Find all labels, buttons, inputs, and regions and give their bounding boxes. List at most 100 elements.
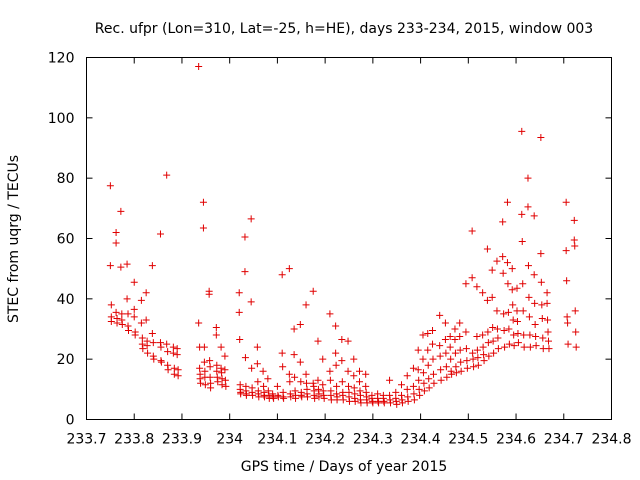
data-point bbox=[107, 317, 115, 325]
data-point bbox=[420, 387, 428, 395]
data-point bbox=[483, 296, 491, 304]
data-point bbox=[273, 382, 281, 390]
data-point bbox=[199, 224, 207, 232]
data-point bbox=[457, 367, 465, 375]
data-point bbox=[456, 346, 464, 354]
data-point bbox=[538, 314, 546, 322]
data-point bbox=[285, 370, 293, 378]
data-point bbox=[143, 342, 151, 350]
data-point bbox=[123, 295, 131, 303]
data-point bbox=[425, 384, 433, 392]
data-point bbox=[531, 320, 539, 328]
x-tick-label: 234.1 bbox=[257, 432, 297, 448]
data-point bbox=[430, 379, 438, 387]
data-point bbox=[314, 376, 322, 384]
data-point bbox=[494, 334, 502, 342]
data-point bbox=[221, 352, 229, 360]
data-point bbox=[415, 385, 423, 393]
data-point bbox=[112, 308, 120, 316]
data-point bbox=[157, 358, 165, 366]
data-point bbox=[414, 346, 422, 354]
data-point bbox=[142, 289, 150, 297]
data-point bbox=[513, 307, 521, 315]
data-point bbox=[436, 342, 444, 350]
data-point bbox=[493, 307, 501, 315]
data-point bbox=[264, 375, 272, 383]
y-tick-label: 80 bbox=[57, 171, 75, 187]
data-point bbox=[386, 376, 394, 384]
data-points bbox=[106, 63, 580, 408]
data-point bbox=[514, 339, 522, 347]
x-tick-label: 234.5 bbox=[448, 432, 488, 448]
data-point bbox=[169, 349, 177, 357]
data-point bbox=[350, 372, 358, 380]
data-point bbox=[339, 396, 347, 404]
data-point bbox=[429, 370, 437, 378]
y-axis-label: STEC from uqrg / TECUs bbox=[6, 155, 22, 323]
data-point bbox=[441, 319, 449, 327]
data-point bbox=[509, 301, 517, 309]
data-point bbox=[398, 399, 406, 407]
data-point bbox=[164, 366, 172, 374]
data-point bbox=[218, 381, 226, 389]
y-tick-label: 60 bbox=[57, 232, 75, 248]
data-point bbox=[218, 369, 226, 377]
data-point bbox=[270, 394, 278, 402]
data-point bbox=[362, 382, 370, 390]
data-point bbox=[500, 310, 508, 318]
data-point bbox=[493, 257, 501, 265]
data-point bbox=[404, 397, 412, 405]
x-tick-label: 234.6 bbox=[496, 432, 536, 448]
data-point bbox=[117, 207, 125, 215]
data-point bbox=[296, 320, 304, 328]
data-point bbox=[489, 337, 497, 345]
data-point bbox=[480, 351, 488, 359]
data-point bbox=[499, 218, 507, 226]
data-point bbox=[173, 345, 181, 353]
data-point bbox=[303, 393, 311, 401]
x-tick-label: 234.4 bbox=[401, 432, 441, 448]
data-point bbox=[393, 400, 401, 408]
data-point bbox=[248, 364, 256, 372]
data-point bbox=[222, 382, 230, 390]
data-point bbox=[170, 364, 178, 372]
x-tick-label: 233.7 bbox=[66, 432, 106, 448]
data-point bbox=[485, 352, 493, 360]
data-point bbox=[409, 382, 417, 390]
x-axis: 233.7 233.8 233.9 234 234.1 234.2 234.3 234.4 23… bbox=[66, 57, 632, 448]
data-point bbox=[130, 305, 138, 313]
data-point bbox=[201, 367, 209, 375]
data-point bbox=[564, 319, 572, 327]
data-point bbox=[287, 393, 295, 401]
data-point bbox=[462, 280, 470, 288]
data-point bbox=[241, 233, 249, 241]
data-point bbox=[196, 364, 204, 372]
data-point bbox=[130, 313, 138, 321]
data-point bbox=[463, 364, 471, 372]
data-point bbox=[138, 334, 146, 342]
data-point bbox=[123, 260, 131, 268]
data-point bbox=[206, 363, 214, 371]
data-point bbox=[173, 351, 181, 359]
data-point bbox=[278, 271, 286, 279]
data-point bbox=[503, 198, 511, 206]
data-point bbox=[510, 342, 518, 350]
data-point bbox=[571, 307, 579, 315]
data-point bbox=[452, 363, 460, 371]
data-point bbox=[562, 247, 570, 255]
data-point bbox=[462, 345, 470, 353]
data-point bbox=[479, 289, 487, 297]
data-point bbox=[125, 327, 132, 335]
data-point bbox=[456, 319, 464, 327]
data-point bbox=[470, 363, 478, 371]
data-point bbox=[221, 376, 229, 384]
data-point bbox=[157, 343, 165, 351]
data-point bbox=[463, 357, 471, 365]
y-tick-label: 40 bbox=[57, 292, 75, 308]
data-point bbox=[247, 298, 255, 306]
data-point bbox=[518, 210, 526, 218]
data-point bbox=[131, 331, 139, 339]
data-point bbox=[419, 355, 427, 363]
data-point bbox=[326, 310, 334, 318]
data-point bbox=[488, 293, 496, 301]
